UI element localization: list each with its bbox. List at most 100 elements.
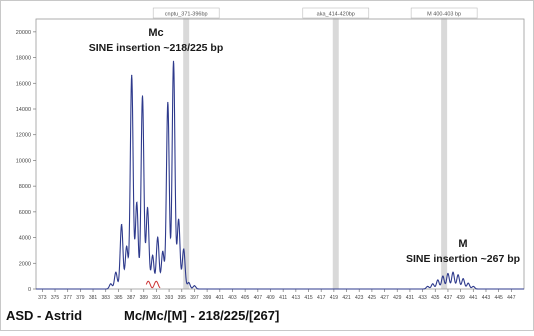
x-tick-label: 405 (241, 295, 250, 301)
x-tick-label: 383 (102, 295, 111, 301)
peak-point (432, 283, 434, 285)
x-tick-label: 393 (165, 295, 174, 301)
x-tick-label: 375 (51, 295, 60, 301)
y-tick-label: 18000 (16, 56, 31, 62)
x-tick-label: 441 (469, 295, 478, 301)
x-tick-label: 425 (368, 295, 377, 301)
peak-point (131, 74, 133, 76)
y-tick-label: 16000 (16, 81, 31, 87)
bin-layer: cnptu_371-396bp aka_414-420bp M 400-403 bp (152, 7, 478, 289)
caption: ASD - Astrid Mc/Mc/[M] - 218/225/[267] (6, 308, 279, 323)
peak-point (141, 95, 144, 97)
x-tick-label: 423 (355, 295, 364, 301)
peak-point (462, 278, 464, 280)
y-tick-label: 4000 (19, 236, 31, 242)
x-axis: 373 375 377 379 381 383 385 387 389 391 393 395 397 3… (38, 289, 516, 301)
y-tick-label: 10000 (16, 158, 31, 164)
x-tick-label: 379 (76, 295, 85, 301)
peak-point (452, 271, 454, 273)
peak-point (442, 275, 444, 277)
y-tick-label: 20000 (16, 30, 31, 36)
annotation-mc-subtitle: SINE insertion ~218/225 bp (89, 42, 224, 54)
peak-point (447, 272, 449, 275)
x-tick-label: 409 (266, 295, 275, 301)
peak-point (146, 207, 149, 209)
baseline-trace (145, 280, 161, 289)
x-tick-label: 429 (393, 295, 402, 301)
x-tick-label: 427 (380, 295, 389, 301)
x-tick-label: 417 (317, 295, 326, 301)
bin-band (183, 8, 190, 289)
x-tick-label: 387 (127, 295, 136, 301)
peak-point (177, 218, 180, 220)
x-tick-label: 391 (152, 295, 161, 301)
peak-point (467, 282, 469, 284)
x-tick-label: 433 (418, 295, 427, 301)
bin-label-box (152, 7, 220, 19)
x-tick-label: 435 (431, 295, 440, 301)
peak-point (152, 254, 154, 256)
bin-band (332, 8, 339, 289)
x-tick-label: 437 (444, 295, 453, 301)
x-tick-label: 411 (279, 295, 287, 301)
peak-point (472, 285, 474, 288)
peak-point (110, 283, 112, 285)
x-tick-label: 431 (406, 295, 415, 301)
series-layer (36, 60, 524, 290)
peak-point (457, 274, 459, 276)
peak-point (437, 279, 439, 281)
y-tick-label: 2000 (19, 261, 31, 267)
caption-sample-name: ASD - Astrid (6, 308, 82, 323)
x-tick-label: 389 (140, 295, 149, 301)
x-tick-label: 447 (507, 295, 516, 301)
x-tick-label: 385 (114, 295, 123, 301)
peak-point (136, 201, 138, 204)
peak-point (172, 60, 175, 62)
bin-label: aka_414-420bp (317, 12, 355, 18)
peak-point (167, 101, 169, 104)
bin-band (441, 8, 448, 289)
x-tick-label: 415 (304, 295, 313, 301)
y-tick-label: 6000 (19, 210, 31, 216)
peak-point (193, 285, 196, 287)
bin-label: cnptu_371-396bp (165, 12, 208, 18)
bin-label: M 400-403 bp (427, 12, 461, 18)
x-tick-label: 407 (254, 295, 263, 301)
peak-point (115, 271, 117, 273)
peak-point (126, 245, 128, 247)
annotation-m: M SINE insertion ~267 bp (406, 238, 520, 265)
y-tick-label: 12000 (16, 133, 31, 139)
x-tick-label: 381 (89, 295, 98, 301)
x-tick-label: 373 (38, 295, 47, 301)
x-tick-label: 397 (190, 295, 199, 301)
peak-point (120, 224, 123, 226)
bin-label-box (302, 7, 370, 19)
annotation-m-subtitle: SINE insertion ~267 bp (406, 253, 520, 265)
x-tick-label: 445 (494, 295, 503, 301)
x-tick-label: 401 (216, 295, 225, 301)
x-tick-label: 413 (292, 295, 301, 301)
x-tick-label: 419 (330, 295, 339, 301)
y-axis: 0 2000 4000 6000 8000 10000 12000 14000 16000 180… (16, 30, 36, 293)
x-tick-label: 399 (203, 295, 212, 301)
y-tick-label: 14000 (16, 107, 31, 113)
x-tick-label: 439 (456, 295, 465, 301)
annotation-m-title: M (458, 238, 467, 250)
bin-label-box (410, 7, 478, 19)
peak-point (188, 281, 190, 284)
x-tick-label: 377 (64, 295, 73, 301)
peak-point (162, 250, 164, 252)
caption-genotype: Mc/Mc/[M] - 218/225/[267] (124, 308, 279, 323)
peak-point (183, 248, 185, 250)
y-tick-label: 8000 (19, 184, 31, 190)
y-tick-label: 0 (28, 287, 31, 293)
peak-point (157, 236, 159, 239)
x-tick-label: 421 (342, 295, 351, 301)
x-tick-label: 443 (482, 295, 491, 301)
annotation-mc: Mc SINE insertion ~218/225 bp (89, 27, 224, 54)
peak-point (427, 285, 429, 288)
annotation-mc-title: Mc (148, 27, 163, 39)
